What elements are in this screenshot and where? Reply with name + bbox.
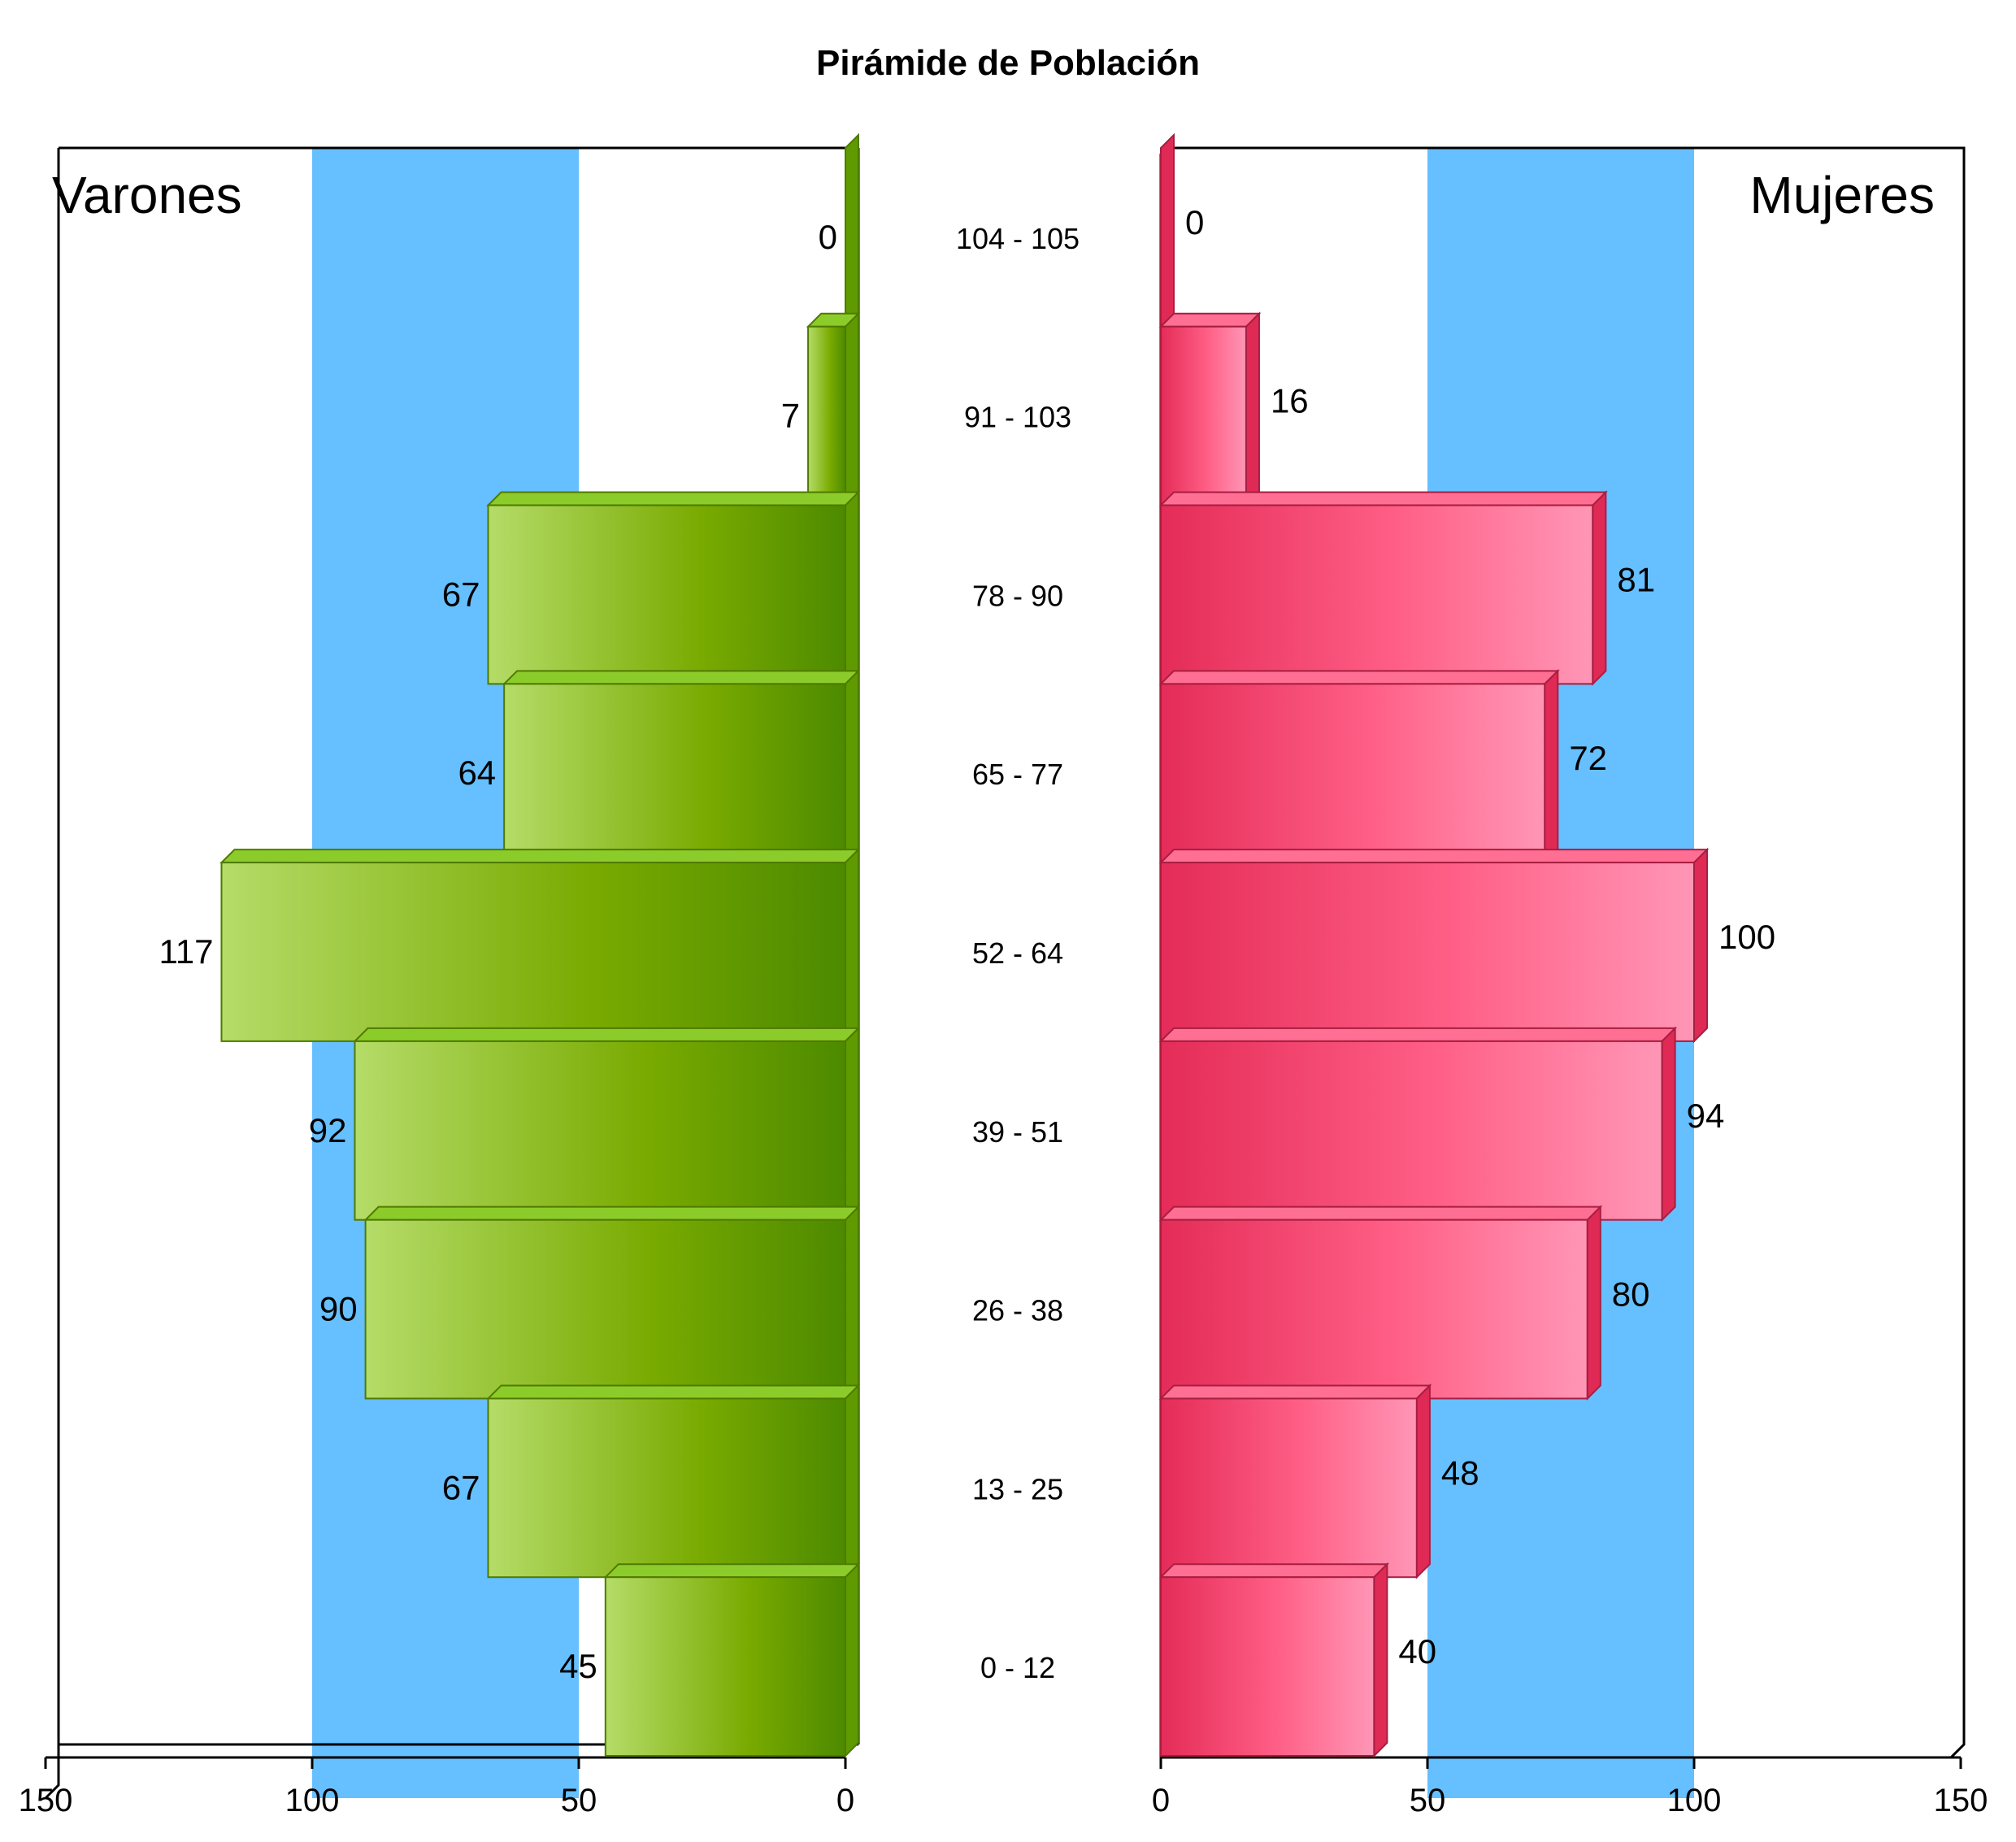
mujeres-bar — [1160, 504, 1594, 685]
left-bars: 0 7 67 64 117 92 90 67 45 — [159, 133, 861, 1758]
mujeres-bar-top — [1158, 849, 1710, 864]
chart-title: Pirámide de Población — [816, 43, 1200, 83]
right-x-axis: 0 50 100 150 — [1152, 1757, 1988, 1818]
mujeres-bar-side — [1544, 668, 1559, 865]
varones-bar-top — [603, 1563, 861, 1579]
varones-bar-side — [845, 133, 859, 329]
varones-bar-side — [845, 1384, 859, 1579]
varones-value-label: 92 — [309, 1111, 347, 1149]
mujeres-bar-top — [1158, 670, 1560, 685]
mujeres-value-label: 48 — [1441, 1453, 1479, 1492]
varones-bar-side — [845, 1562, 859, 1758]
right-tick-label: 0 — [1152, 1783, 1170, 1818]
mujeres-bar-side — [1693, 847, 1708, 1044]
mujeres-value-label: 0 — [1185, 203, 1204, 241]
mujeres-bar-side — [1592, 490, 1607, 686]
right-panel-label: Mujeres — [1749, 166, 1935, 224]
varones-value-label: 67 — [442, 575, 480, 613]
varones-bar — [807, 325, 847, 506]
varones-value-label: 90 — [319, 1290, 358, 1328]
mujeres-bar — [1160, 683, 1546, 864]
left-frame-left — [44, 148, 60, 1800]
left-panel: 0 7 67 64 117 92 90 67 45 Varones 150 100 50 0 — [19, 133, 861, 1818]
mujeres-bar-top — [1158, 1206, 1603, 1221]
varones-bar-side — [845, 668, 859, 865]
left-tick-label: 100 — [285, 1783, 340, 1818]
varones-bar-top — [486, 1384, 861, 1400]
mujeres-bar-side — [1661, 1026, 1676, 1223]
mujeres-bar-side — [1160, 133, 1175, 329]
varones-bar — [487, 1397, 846, 1579]
varones-value-label: 64 — [458, 754, 496, 792]
mujeres-bar-top — [1158, 1384, 1432, 1400]
right-panel: 0 16 81 72 100 94 80 48 40 Mujeres 0 50 100 150 — [1152, 133, 1988, 1818]
varones-bar-side — [845, 311, 859, 507]
varones-value-label: 0 — [819, 218, 837, 256]
left-x-axis: 150 100 50 0 — [19, 1757, 854, 1818]
mujeres-bar — [1160, 1576, 1375, 1757]
mujeres-bar-side — [1586, 1205, 1601, 1401]
age-group-label: 39 - 51 — [972, 1115, 1063, 1149]
mujeres-bar — [1160, 1219, 1588, 1400]
varones-bar-side — [845, 1205, 859, 1401]
varones-bar — [487, 504, 846, 685]
mujeres-bar-top — [1158, 1027, 1678, 1042]
varones-value-label: 45 — [559, 1647, 597, 1685]
mujeres-bar-top — [1158, 312, 1262, 328]
age-group-label: 26 - 38 — [972, 1294, 1063, 1327]
age-group-label: 78 - 90 — [972, 579, 1063, 612]
mujeres-bar — [1160, 1397, 1418, 1579]
age-group-labels: 104 - 105 91 - 103 78 - 90 65 - 77 52 - 64 39… — [956, 222, 1080, 1684]
mujeres-value-label: 100 — [1718, 918, 1775, 956]
mujeres-value-label: 16 — [1271, 382, 1309, 420]
varones-bar — [364, 1219, 847, 1400]
varones-bar-side — [845, 490, 859, 686]
mujeres-bar-top — [1158, 1563, 1389, 1579]
mujeres-bar-side — [1373, 1562, 1388, 1758]
mujeres-bar-side — [1245, 311, 1260, 507]
age-group-label: 0 - 12 — [980, 1651, 1055, 1684]
left-tick-label: 0 — [836, 1783, 854, 1818]
varones-bar — [503, 683, 846, 864]
age-group-label: 65 - 77 — [972, 758, 1063, 791]
varones-bar-side — [845, 1026, 859, 1223]
mujeres-value-label: 80 — [1612, 1275, 1650, 1314]
age-group-label: 91 - 103 — [964, 401, 1071, 434]
mujeres-value-label: 81 — [1617, 560, 1655, 598]
varones-value-label: 117 — [159, 932, 214, 971]
varones-bar-top — [502, 670, 861, 685]
varones-bar — [604, 1576, 846, 1757]
left-tick-label: 150 — [19, 1783, 73, 1818]
age-group-label: 104 - 105 — [956, 222, 1080, 255]
mujeres-value-label: 40 — [1398, 1632, 1436, 1670]
right-bars: 0 16 81 72 100 94 80 48 40 — [1158, 133, 1775, 1758]
varones-bar-top — [486, 491, 861, 506]
mujeres-bar — [1160, 1040, 1663, 1221]
varones-bar-top — [363, 1206, 861, 1221]
mujeres-bar — [1160, 325, 1247, 506]
mujeres-value-label: 94 — [1687, 1097, 1725, 1135]
mujeres-bar-top — [1158, 491, 1608, 506]
mujeres-value-label: 72 — [1569, 739, 1607, 777]
varones-value-label: 7 — [781, 397, 800, 435]
varones-bar — [220, 862, 847, 1042]
varones-bar-top — [219, 849, 861, 864]
age-group-label: 52 - 64 — [972, 936, 1063, 970]
mujeres-bar — [1160, 862, 1695, 1042]
mujeres-bar-side — [1415, 1384, 1431, 1579]
right-tick-label: 50 — [1410, 1783, 1446, 1818]
varones-bar-top — [353, 1027, 861, 1042]
left-tick-label: 50 — [561, 1783, 597, 1818]
left-panel-label: Varones — [52, 166, 242, 224]
varones-value-label: 67 — [442, 1468, 480, 1506]
varones-bar-side — [845, 847, 859, 1044]
varones-bar — [354, 1040, 847, 1221]
right-tick-label: 100 — [1667, 1783, 1722, 1818]
age-group-label: 13 - 25 — [972, 1472, 1063, 1505]
right-tick-label: 150 — [1934, 1783, 1988, 1818]
